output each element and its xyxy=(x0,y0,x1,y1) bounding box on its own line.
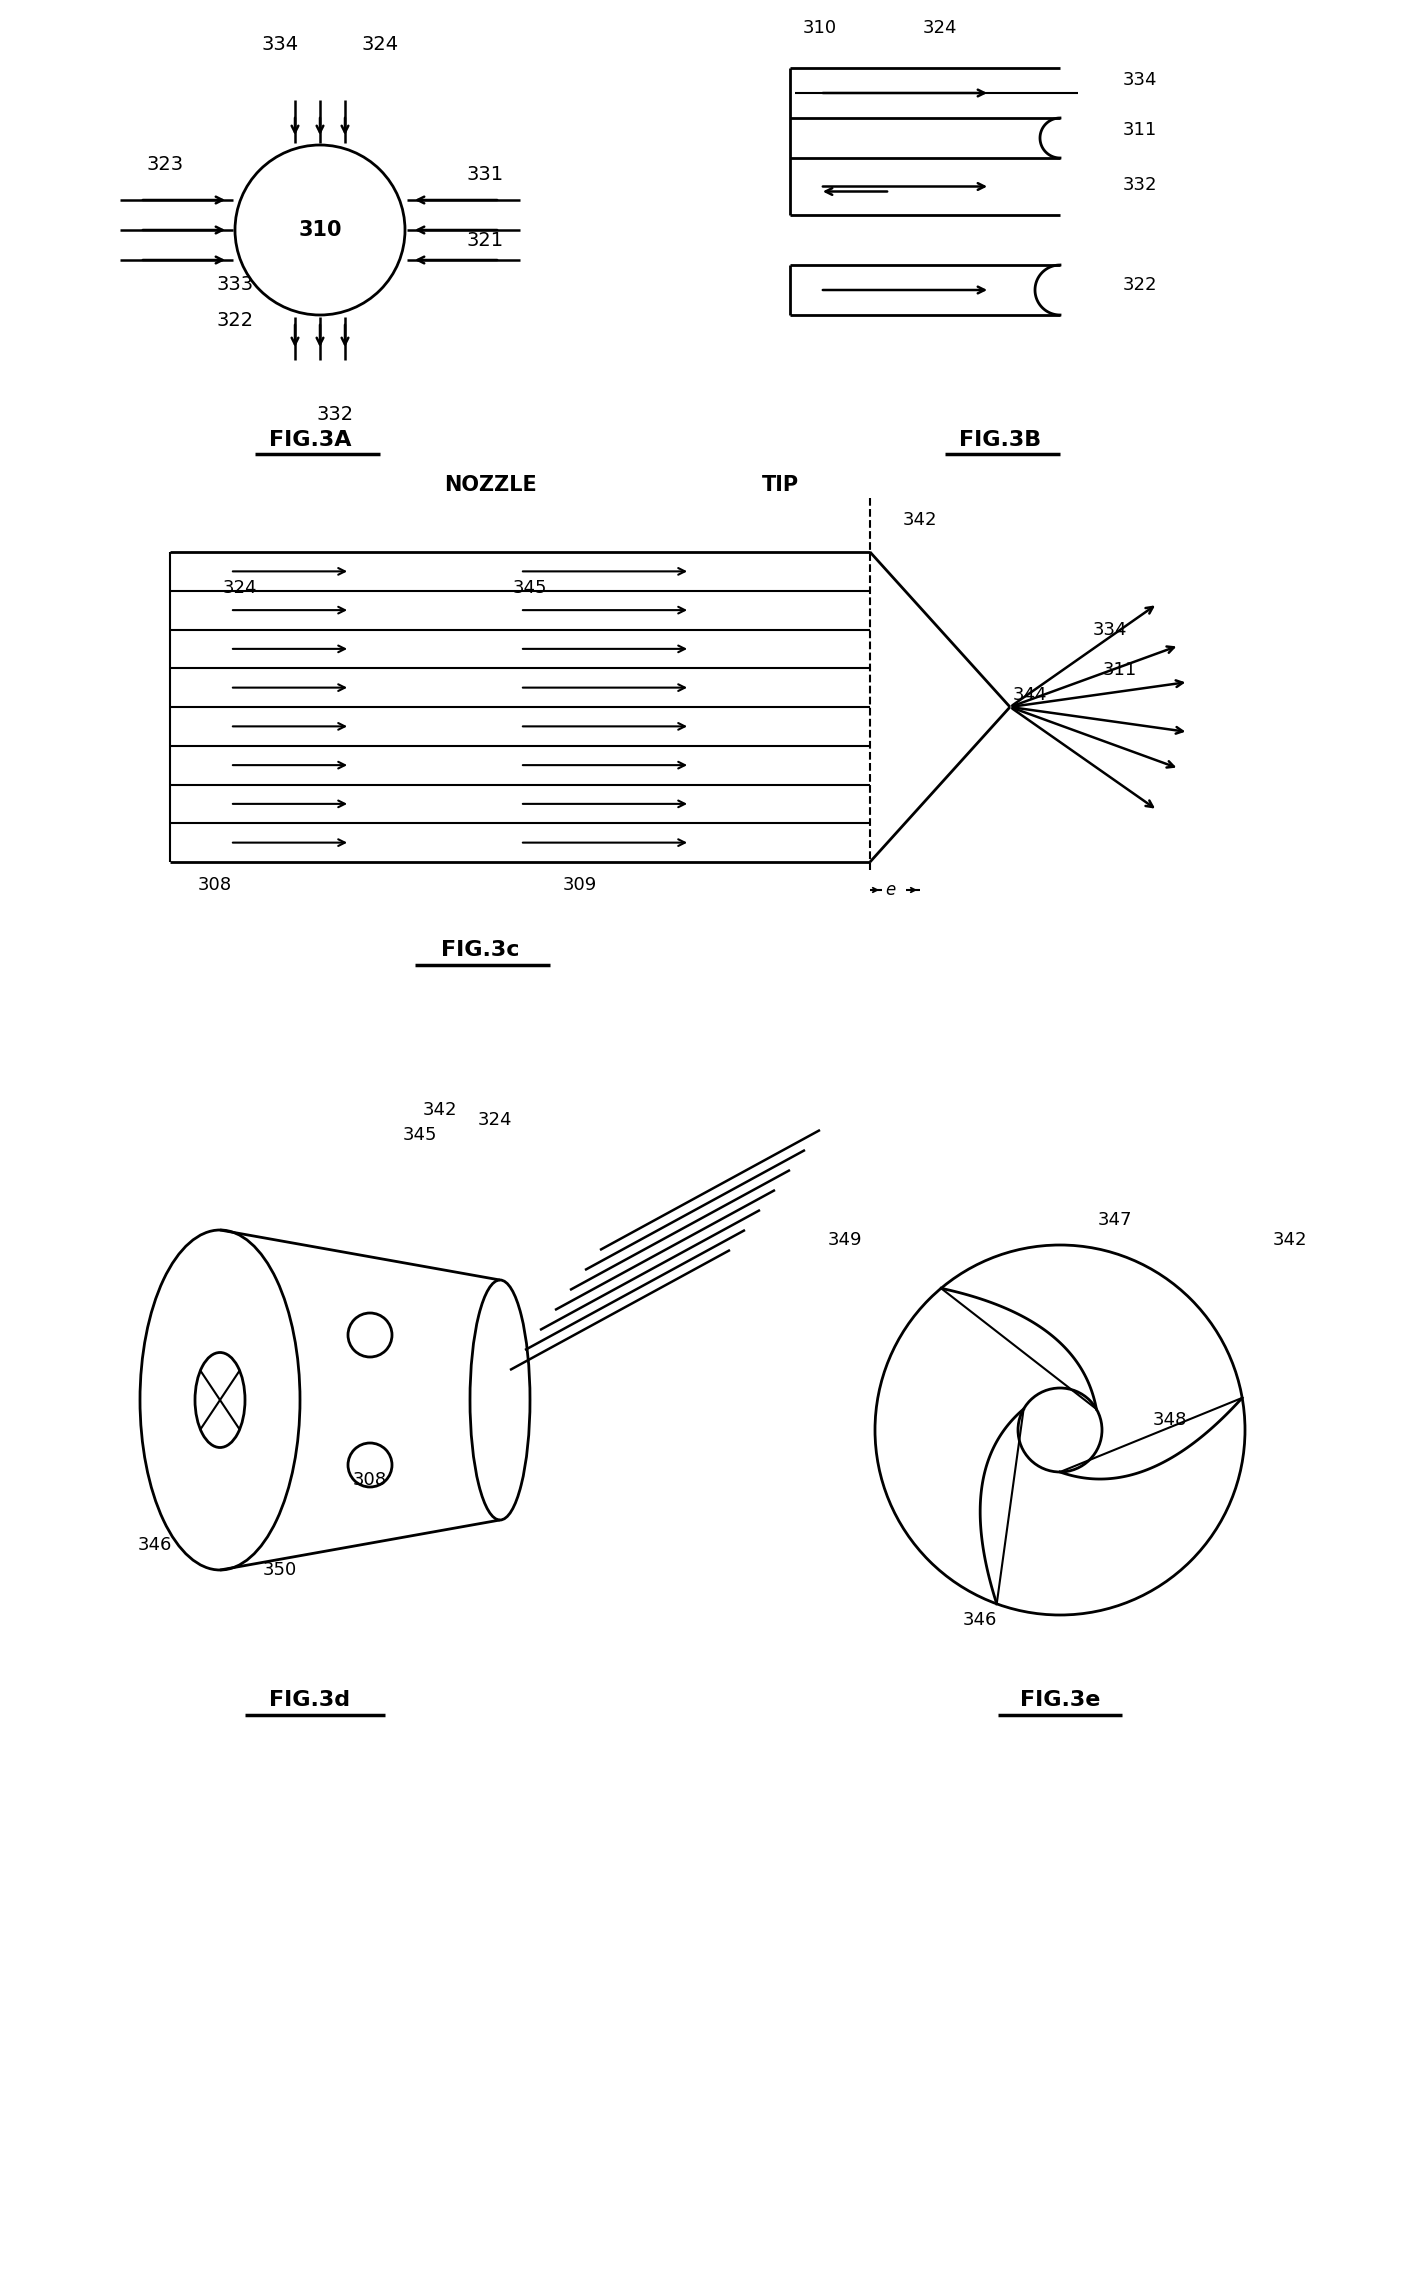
Text: 310: 310 xyxy=(298,219,341,240)
Text: FIG.3c: FIG.3c xyxy=(441,940,519,960)
Text: 331: 331 xyxy=(466,165,503,185)
Text: 348: 348 xyxy=(1152,1410,1187,1429)
Text: 324: 324 xyxy=(922,18,958,37)
Text: 324: 324 xyxy=(223,578,257,597)
Text: 344: 344 xyxy=(1013,686,1047,704)
Text: 333: 333 xyxy=(216,277,253,295)
Text: 309: 309 xyxy=(563,876,597,894)
Text: FIG.3e: FIG.3e xyxy=(1020,1689,1100,1710)
Text: 350: 350 xyxy=(263,1561,297,1580)
Text: FIG.3d: FIG.3d xyxy=(270,1689,351,1710)
Text: 334: 334 xyxy=(1093,622,1127,640)
Text: 311: 311 xyxy=(1103,661,1137,679)
Text: 310: 310 xyxy=(803,18,837,37)
Text: 322: 322 xyxy=(1123,277,1157,295)
Text: 324: 324 xyxy=(361,37,398,55)
Text: 323: 323 xyxy=(146,155,183,174)
Text: 342: 342 xyxy=(1273,1230,1307,1248)
Text: 349: 349 xyxy=(828,1230,863,1248)
Text: 308: 308 xyxy=(198,876,232,894)
Text: e: e xyxy=(885,880,895,898)
Text: FIG.3B: FIG.3B xyxy=(959,430,1042,450)
Text: 342: 342 xyxy=(423,1102,458,1120)
Text: 345: 345 xyxy=(402,1127,438,1143)
Text: 311: 311 xyxy=(1123,121,1157,139)
Text: 324: 324 xyxy=(477,1111,512,1129)
Text: TIP: TIP xyxy=(762,475,799,496)
Text: 345: 345 xyxy=(513,578,547,597)
Text: 342: 342 xyxy=(902,512,938,528)
Text: 308: 308 xyxy=(352,1470,387,1488)
Text: 347: 347 xyxy=(1098,1212,1133,1230)
Text: 332: 332 xyxy=(317,405,354,425)
Text: 334: 334 xyxy=(1123,71,1157,89)
Text: 334: 334 xyxy=(261,37,298,55)
Text: FIG.3A: FIG.3A xyxy=(269,430,351,450)
Text: 322: 322 xyxy=(216,311,253,329)
Text: 321: 321 xyxy=(466,231,503,249)
Text: 332: 332 xyxy=(1123,176,1157,194)
Text: NOZZLE: NOZZLE xyxy=(443,475,536,496)
Text: 346: 346 xyxy=(963,1612,998,1630)
Text: 346: 346 xyxy=(138,1536,172,1554)
